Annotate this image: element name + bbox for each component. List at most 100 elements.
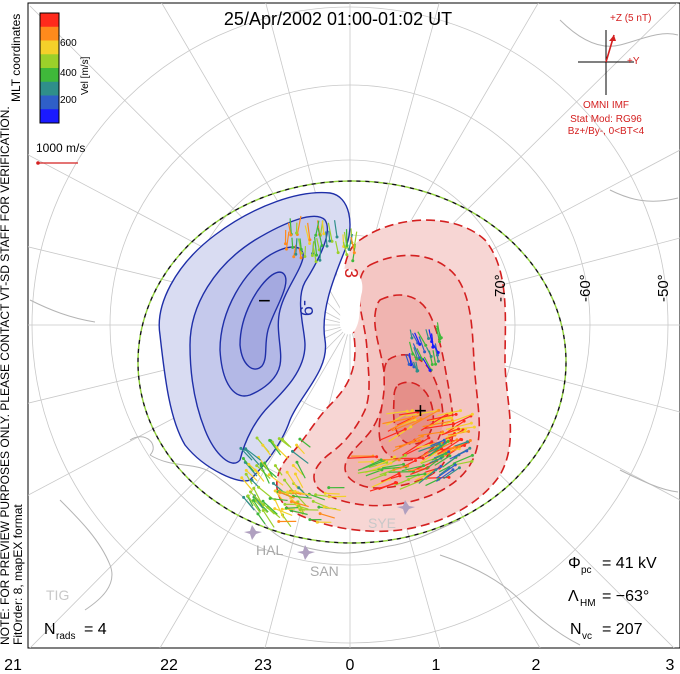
latitude-label-50: -50° <box>655 274 672 302</box>
vector-origin <box>252 486 256 490</box>
vector-origin <box>292 255 296 259</box>
vector-origin <box>246 494 250 498</box>
vector-line <box>370 473 386 481</box>
vector-line <box>394 478 409 486</box>
vector-line <box>422 420 453 428</box>
vector-origin <box>409 425 413 429</box>
vector-origin <box>447 475 451 479</box>
vector-origin <box>457 427 461 431</box>
vector-origin <box>428 368 432 372</box>
vector-line <box>274 465 283 476</box>
vector-line <box>402 441 433 457</box>
vector-line <box>380 428 406 441</box>
vector-origin <box>397 458 401 462</box>
vector-line <box>411 409 440 426</box>
vector-origin <box>308 242 312 246</box>
vector-line <box>309 493 325 501</box>
latitude-label-70: -70° <box>492 274 509 302</box>
vector-line <box>429 457 442 464</box>
vector-line <box>447 426 475 431</box>
vector-line <box>396 417 414 426</box>
vector-line <box>426 413 457 422</box>
vector-origin <box>347 247 351 251</box>
vector-line <box>357 469 380 474</box>
nrads-value: = 4 <box>84 621 107 638</box>
vector-line <box>422 358 431 371</box>
vector-line <box>418 469 437 484</box>
vector-origin <box>277 437 281 441</box>
vector-origin <box>417 439 421 443</box>
lambda-symbol: Λ <box>568 588 579 605</box>
vector-origin <box>430 440 434 444</box>
vector-origin <box>434 362 438 366</box>
mlt-label-0: 0 <box>346 657 355 674</box>
vector-line <box>282 438 292 448</box>
vector-line <box>260 465 270 484</box>
vector-line <box>319 246 322 261</box>
mlt-label-1: 1 <box>432 657 441 674</box>
vector-origin <box>407 362 411 366</box>
vector-origin <box>420 357 424 361</box>
vector-origin <box>427 436 431 440</box>
vector-origin <box>244 472 248 476</box>
vector-line <box>411 333 419 344</box>
vector-origin <box>268 497 272 501</box>
vector-origin <box>311 499 315 503</box>
vector-line <box>315 220 320 236</box>
vector-line <box>279 490 293 495</box>
vector-origin <box>424 343 428 347</box>
vector-line <box>286 507 299 509</box>
vector-origin <box>284 506 288 510</box>
vector-origin <box>327 495 331 499</box>
vector-line <box>247 495 261 514</box>
potential-minimum-marker: − <box>258 288 271 313</box>
vector-origin <box>457 466 461 470</box>
vector-line <box>399 477 427 490</box>
vector-origin <box>261 443 265 447</box>
vector-origin <box>335 235 339 239</box>
vector-line <box>417 331 427 346</box>
vector-line <box>442 413 473 426</box>
vector-line <box>294 473 304 489</box>
vector-line <box>316 238 320 250</box>
vector-origin <box>323 491 327 495</box>
vector-origin <box>297 486 301 490</box>
vector-origin <box>242 495 246 499</box>
vector-line <box>270 497 288 502</box>
vector-origin <box>268 438 272 442</box>
vector-line <box>241 477 253 491</box>
vector-origin <box>450 416 454 420</box>
vector-origin <box>314 260 318 264</box>
vector-line <box>418 443 440 452</box>
vector-origin <box>411 352 415 356</box>
nvc-sub: vc <box>582 631 592 642</box>
vector-origin <box>298 508 302 512</box>
vector-line <box>240 447 253 461</box>
station-hal: HAL <box>244 525 283 558</box>
vector-line <box>414 332 421 345</box>
vector-origin <box>263 461 267 465</box>
vector-origin <box>406 464 410 468</box>
vector-origin <box>403 453 407 457</box>
vector-origin <box>468 446 472 450</box>
vector-line <box>350 236 355 253</box>
vector-origin <box>255 464 259 468</box>
vector-line <box>362 459 382 470</box>
vector-line <box>401 465 424 472</box>
vector-line <box>293 495 312 499</box>
vector-line <box>262 500 278 515</box>
vector-line <box>296 215 302 235</box>
vector-origin <box>438 340 442 344</box>
vector-origin <box>431 345 435 349</box>
stat-cross-polar-potential: Φ pc = 41 kV <box>568 555 657 576</box>
vector-line <box>391 418 422 432</box>
vector-line <box>449 450 468 460</box>
vector-origin <box>405 409 409 413</box>
vector-line <box>432 344 439 353</box>
vector-origin <box>261 508 265 512</box>
vector-line <box>386 410 408 415</box>
vector-origin <box>375 455 379 459</box>
vector-origin <box>315 520 319 524</box>
colorbar-tick-200: 200 <box>60 95 77 106</box>
vector-origin <box>255 436 259 440</box>
